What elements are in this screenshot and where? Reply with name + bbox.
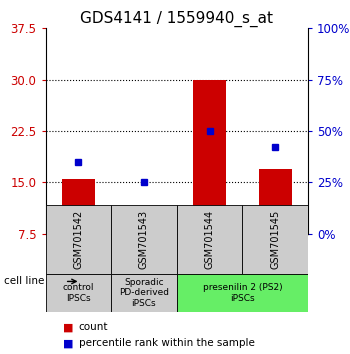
Bar <box>259 169 292 234</box>
Text: GSM701544: GSM701544 <box>204 210 215 269</box>
Text: GSM701543: GSM701543 <box>139 210 149 269</box>
Bar <box>46 205 111 274</box>
Text: control
IPSCs: control IPSCs <box>63 283 94 303</box>
Text: presenilin 2 (PS2)
iPSCs: presenilin 2 (PS2) iPSCs <box>203 283 282 303</box>
Bar <box>127 220 160 234</box>
Text: cell line: cell line <box>4 276 44 286</box>
Bar <box>242 205 308 274</box>
Bar <box>111 205 177 274</box>
Text: percentile rank within the sample: percentile rank within the sample <box>79 338 255 348</box>
Text: GSM701545: GSM701545 <box>270 210 280 269</box>
Bar <box>46 274 111 312</box>
Text: Sporadic
PD-derived
iPSCs: Sporadic PD-derived iPSCs <box>119 278 169 308</box>
Bar <box>62 179 95 234</box>
Text: ■: ■ <box>63 322 74 332</box>
Text: count: count <box>79 322 108 332</box>
Bar <box>177 205 242 274</box>
Text: GSM701542: GSM701542 <box>73 210 83 269</box>
Text: ■: ■ <box>63 338 74 348</box>
Bar <box>177 274 308 312</box>
Title: GDS4141 / 1559940_s_at: GDS4141 / 1559940_s_at <box>80 11 273 27</box>
Bar <box>111 274 177 312</box>
Bar <box>193 80 226 234</box>
